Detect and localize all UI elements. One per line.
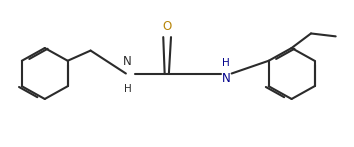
- Text: H: H: [223, 58, 230, 68]
- Text: H: H: [124, 84, 131, 94]
- Text: N: N: [123, 55, 132, 68]
- Text: O: O: [163, 20, 172, 33]
- Text: N: N: [222, 72, 231, 85]
